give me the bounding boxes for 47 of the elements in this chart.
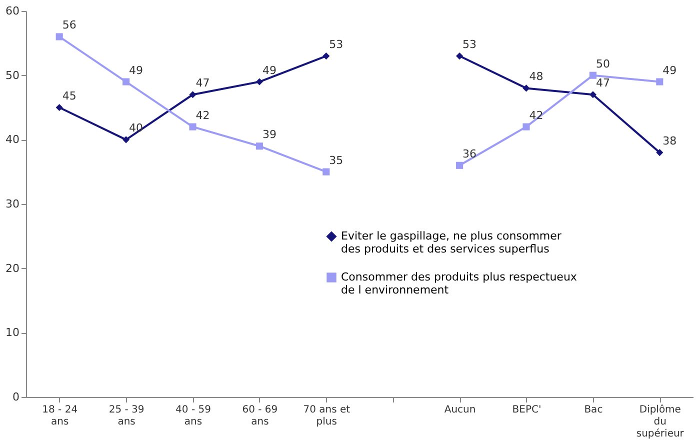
data-label: 40 — [129, 122, 144, 135]
data-label: 42 — [529, 108, 544, 122]
point — [256, 142, 263, 150]
data-label: 49 — [262, 64, 276, 77]
point — [122, 78, 130, 86]
x-tick-label: Diplôme du supérieur — [636, 404, 685, 440]
y-tick-label: 40 — [6, 133, 20, 146]
y-tick-label: 20 — [6, 262, 20, 275]
point — [122, 136, 130, 144]
x-tick-label: Aucun — [444, 404, 476, 416]
point — [189, 123, 196, 130]
data-label: 36 — [462, 147, 477, 160]
data-label: 53 — [329, 38, 344, 52]
x-tick-label: BEPC' — [512, 404, 542, 416]
point — [189, 91, 196, 98]
x-tick-label: 60 - 69 ans — [242, 404, 278, 428]
data-label: 56 — [62, 18, 76, 32]
x-tick-label: 40 - 59 ans — [176, 404, 211, 428]
y-tick-label: 10 — [6, 326, 20, 340]
data-label: 48 — [529, 70, 544, 84]
point — [456, 52, 464, 60]
x-tick-label: 25 - 39 ans — [108, 404, 144, 428]
x-tick-label: Bac — [584, 404, 603, 416]
legend-label: Eviter le gaspillage, ne plus consommer des produits et des services superflus — [341, 230, 562, 256]
data-label: 47 — [196, 76, 210, 90]
data-label: 35 — [329, 154, 344, 167]
x-tick-label: 18 - 24 ans — [42, 404, 78, 428]
data-label: 39 — [262, 128, 276, 142]
y-tick-label: 0 — [12, 390, 20, 404]
data-label: 45 — [62, 90, 76, 102]
point — [322, 52, 330, 60]
data-label: 42 — [196, 108, 210, 122]
y-tick-label: 60 — [6, 4, 20, 18]
data-label: 38 — [662, 134, 677, 148]
data-label: 53 — [462, 38, 477, 52]
data-label: 47 — [596, 76, 610, 90]
data-label: 50 — [596, 57, 610, 70]
y-tick-label: 50 — [6, 68, 20, 82]
point — [256, 78, 263, 86]
legend-label: Consommer des produits plus respectueux de l environnement — [341, 270, 578, 296]
point — [56, 104, 63, 112]
x-tick-label: 70 ans et plus — [303, 404, 350, 428]
data-label: 49 — [129, 64, 144, 77]
data-label: 49 — [662, 64, 677, 77]
point — [322, 168, 330, 176]
point — [56, 33, 63, 40]
y-tick-label: 30 — [6, 198, 20, 210]
